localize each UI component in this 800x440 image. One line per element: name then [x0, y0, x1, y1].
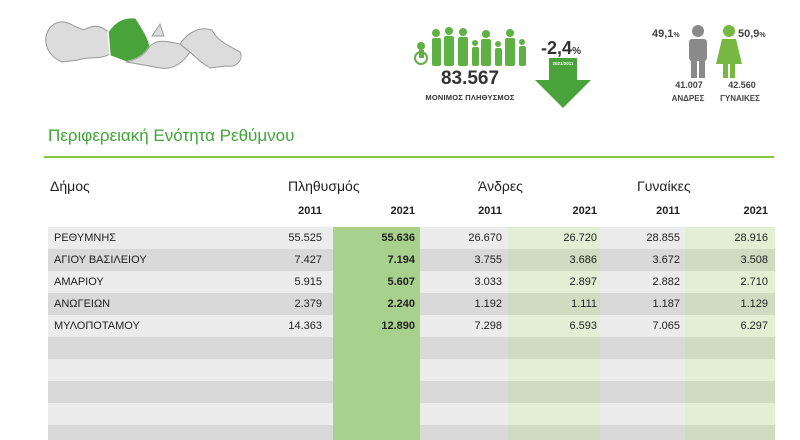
municipality-name: ΑΓΙΟΥ ΒΑΣΙΛΕΙΟΥ: [54, 254, 147, 266]
table-cell: 55.525: [288, 232, 322, 244]
men-header: Άνδρες: [478, 178, 523, 194]
table-cell: 7.298: [474, 320, 502, 332]
female-percent: 50,9%: [738, 28, 766, 40]
women-2021-band: [685, 403, 775, 425]
table-cell: 26.720: [563, 232, 597, 244]
female-count: 42.560: [728, 80, 756, 90]
male-label: ΑΝΔΡΕΣ: [671, 94, 705, 103]
women-2021-band: [685, 359, 775, 381]
men-2021-band: [508, 359, 600, 381]
row-stripe: [48, 381, 775, 403]
women-2021-band: [685, 425, 775, 440]
table-cell: 12.890: [381, 320, 415, 332]
male-percent: 49,1%: [652, 28, 680, 40]
total-population-value: 83.567: [440, 68, 500, 89]
row-stripe: [48, 425, 775, 440]
table-cell: 28.916: [734, 232, 768, 244]
table-cell: 28.855: [646, 232, 680, 244]
table-cell: 2.882: [652, 276, 680, 288]
women-header: Γυναίκες: [637, 178, 691, 194]
section-divider: [44, 156, 774, 158]
year-header: 2021: [390, 205, 415, 217]
change-unit: %: [572, 46, 581, 57]
year-header: 2021: [743, 205, 768, 217]
female-percent-unit: %: [759, 32, 766, 39]
table-cell: 1.111: [571, 298, 597, 310]
row-stripe: [48, 359, 775, 381]
female-figure-icon: [716, 25, 742, 78]
table-cell: 3.686: [569, 254, 597, 266]
men-2021-band: [508, 403, 600, 425]
table-cell: 6.593: [569, 320, 597, 332]
year-header: 2011: [298, 205, 322, 217]
table-cell: 3.672: [652, 254, 680, 266]
municipality-name: ΑΜΑΡΙΟΥ: [54, 276, 104, 288]
table-cell: 3.755: [474, 254, 502, 266]
table-cell: 5.607: [387, 276, 415, 288]
year-header: 2011: [656, 205, 680, 217]
women-2021-band: [685, 337, 775, 359]
female-label: ΓΥΝΑΙΚΕΣ: [720, 94, 760, 103]
table-cell: 55.636: [381, 232, 415, 244]
table-cell: 3.508: [740, 254, 768, 266]
municipality-name: ΜΥΛΟΠΟΤΑΜΟΥ: [54, 320, 140, 332]
table-cell: 2.897: [569, 276, 597, 288]
municipality-header: Δήμος: [50, 178, 90, 194]
row-stripe: [48, 337, 775, 359]
men-2021-band: [508, 337, 600, 359]
total-population-label: ΜΟΝΙΜΟΣ ΠΛΗΘΥΣΜΟΣ: [425, 93, 515, 102]
table-cell: 2.379: [294, 298, 322, 310]
female-percent-number: 50,9: [738, 28, 760, 40]
population-header: Πληθυσμός: [288, 178, 360, 194]
crete-map-icon: [45, 16, 242, 69]
table-cell: 7.065: [652, 320, 680, 332]
women-2021-band: [685, 381, 775, 403]
male-percent-number: 49,1: [652, 28, 674, 40]
table-cell: 6.297: [740, 320, 768, 332]
men-2021-band: [508, 381, 600, 403]
table-cell: 14.363: [288, 320, 322, 332]
population-change-value: -2,4%: [534, 38, 588, 59]
table-cell: 26.670: [468, 232, 502, 244]
men-2021-band: [508, 425, 600, 440]
municipality-name: ΡΕΘΥΜΝΗΣ: [54, 232, 117, 244]
change-number: -2,4: [541, 38, 573, 58]
table-cell: 3.033: [474, 276, 502, 288]
male-count: 41.007: [675, 80, 703, 90]
family-icon: [414, 27, 526, 66]
table-cell: 1.192: [474, 298, 502, 310]
section-title: Περιφερειακή Ενότητα Ρεθύμνου: [48, 126, 295, 145]
table-cell: 7.194: [387, 254, 415, 266]
down-arrow-icon: [535, 58, 591, 108]
row-stripe: [48, 403, 775, 425]
change-period-label: 2021/2011: [552, 61, 574, 66]
table-cell: 7.427: [294, 254, 322, 266]
year-header: 2021: [572, 205, 597, 217]
year-header: 2011: [478, 205, 502, 217]
table-cell: 1.187: [652, 298, 680, 310]
table-cell: 1.129: [740, 298, 768, 310]
municipality-name: ΑΝΩΓΕΙΩΝ: [54, 298, 111, 310]
table-cell: 2.710: [740, 276, 768, 288]
table-cell: 5.915: [294, 276, 322, 288]
table-cell: 2.240: [387, 298, 415, 310]
male-percent-unit: %: [673, 32, 680, 39]
male-figure-icon: [689, 25, 707, 78]
